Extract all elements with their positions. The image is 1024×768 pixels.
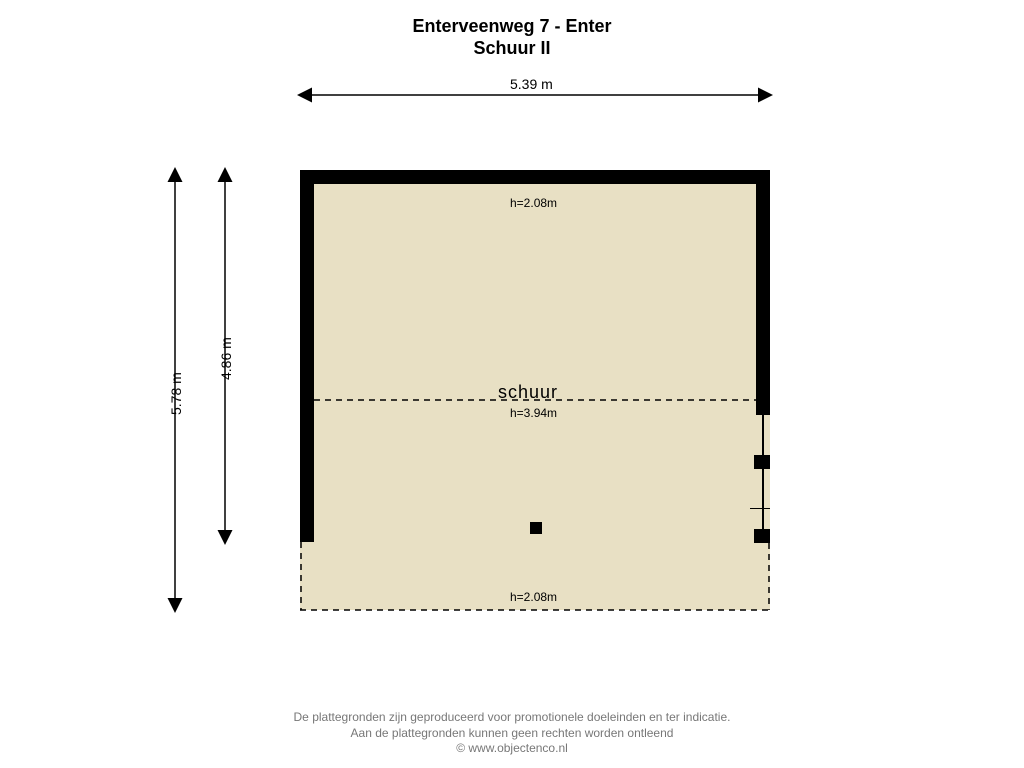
height-center-label: h=3.94m — [510, 406, 557, 420]
width-dimension-label: 5.39 m — [510, 76, 553, 92]
height-bottom-label: h=2.08m — [510, 590, 557, 604]
height-inner-dimension-label: 4.86 m — [218, 337, 234, 380]
room-label: schuur — [498, 382, 558, 403]
footer-line2: Aan de plattegronden kunnen geen rechten… — [0, 726, 1024, 742]
height-top-label: h=2.08m — [510, 196, 557, 210]
height-outer-dimension-label: 5.78 m — [168, 372, 184, 415]
floorplan-canvas: Enterveenweg 7 - Enter Schuur II 5.39 m … — [0, 0, 1024, 768]
footer-line1: De plattegronden zijn geproduceerd voor … — [0, 710, 1024, 726]
footer-line3: © www.objectenco.nl — [0, 741, 1024, 757]
